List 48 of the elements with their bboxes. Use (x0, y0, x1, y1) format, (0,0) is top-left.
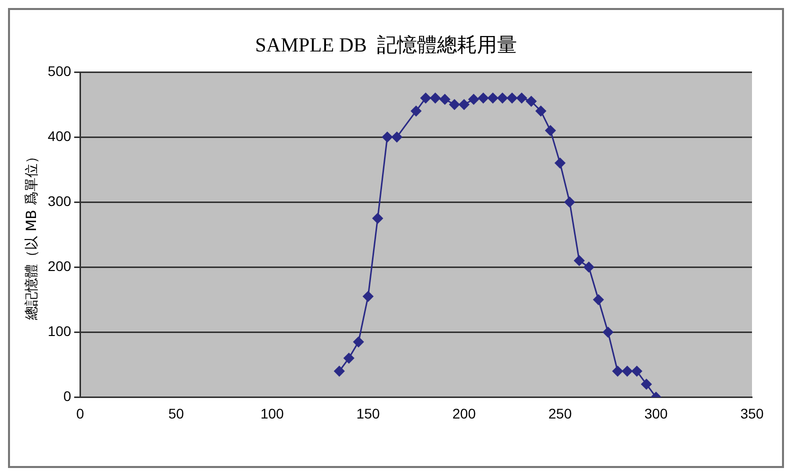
x-tick-label: 0 (76, 405, 84, 422)
point (334, 366, 345, 376)
point (458, 99, 470, 110)
x-tick-label: 350 (740, 405, 764, 422)
point (372, 213, 383, 224)
x-tick-label: 150 (356, 405, 380, 422)
y-tick-label: 300 (48, 192, 72, 209)
point (622, 366, 632, 376)
x-tick-label: 250 (548, 405, 572, 422)
chart-title: SAMPLE DB 記憶體總耗用量 (255, 34, 517, 56)
point (449, 99, 460, 110)
point (440, 94, 450, 105)
x-tick-label: 200 (452, 405, 476, 422)
point (545, 125, 556, 136)
y-tick-label: 0 (63, 388, 72, 404)
point (554, 158, 566, 168)
point (612, 366, 623, 376)
y-axis-title: 總記憶體（以 MB 爲單位） (24, 149, 40, 321)
point (430, 92, 441, 104)
point (410, 106, 422, 116)
point (632, 366, 642, 376)
point (506, 92, 518, 104)
point (362, 291, 374, 302)
point (526, 96, 536, 107)
point (478, 92, 489, 104)
point (516, 92, 527, 104)
point (564, 196, 575, 208)
y-tick-label: 400 (48, 128, 72, 144)
point (382, 132, 393, 142)
point (420, 92, 431, 104)
point (536, 106, 546, 116)
x-tick-label: 300 (644, 405, 668, 422)
point (602, 326, 614, 338)
point (497, 92, 508, 104)
point (468, 94, 479, 105)
y-tick-label: 500 (48, 62, 72, 79)
point (584, 262, 594, 272)
y-tick-label: 100 (48, 323, 72, 340)
point (488, 92, 498, 104)
point (574, 255, 584, 266)
point (344, 352, 354, 364)
y-tick-label: 200 (48, 258, 72, 274)
point (593, 294, 604, 305)
x-tick-label: 50 (168, 405, 184, 422)
x-tick-label: 100 (260, 405, 284, 422)
point (641, 378, 652, 390)
point (392, 132, 402, 142)
point (353, 336, 364, 348)
